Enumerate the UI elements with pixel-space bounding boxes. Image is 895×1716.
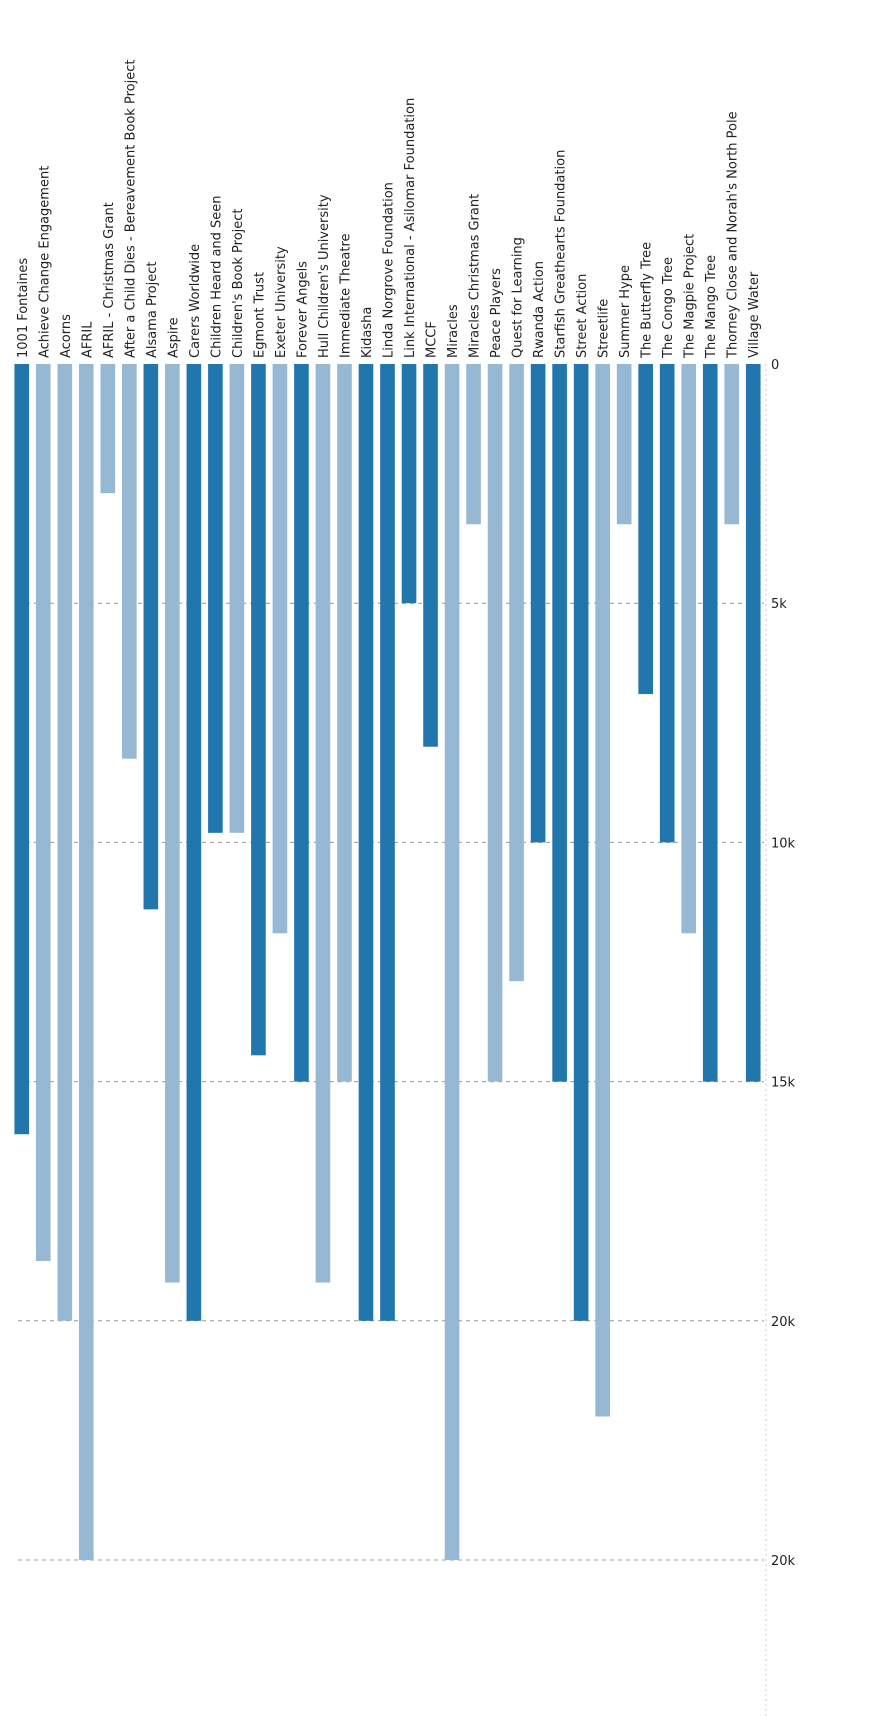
bar — [380, 364, 395, 1321]
x-tick-label: Children's Book Project — [231, 208, 246, 358]
x-tick-label: Linda Norgrove Foundation — [382, 182, 397, 358]
bar — [14, 364, 30, 1135]
x-tick-label: Rwanda Action — [532, 261, 547, 358]
x-tick-label: The Congo Tree — [661, 257, 676, 359]
bar — [143, 364, 159, 910]
y-tick-label: 5k — [771, 597, 787, 612]
x-tick-label: Hull Children's University — [317, 194, 332, 358]
x-tick-label: Summer Hype — [618, 265, 633, 358]
x-tick-label: Quest for Learning — [511, 237, 526, 358]
bar — [315, 364, 331, 1283]
x-tick-label: MCCF — [425, 321, 440, 358]
bar — [423, 364, 438, 747]
x-tick-label: AFRIL — [80, 321, 95, 358]
bar — [573, 364, 589, 1321]
y-tick-label: 20k — [771, 1554, 796, 1569]
bar — [35, 364, 51, 1261]
bar — [100, 364, 116, 494]
x-tick-label: Children Heard and Seen — [209, 195, 224, 358]
bar — [251, 364, 266, 1056]
x-tick-label: Streetlife — [597, 299, 612, 358]
bar — [487, 364, 503, 1082]
x-tick-label: AFRIL - Christmas Grant — [102, 202, 117, 358]
x-tick-label: Street Action — [575, 274, 590, 358]
x-tick-label: Exeter University — [274, 246, 289, 358]
bar — [337, 364, 352, 1082]
bar — [595, 364, 610, 1417]
x-tick-label: Carers Worldwide — [188, 244, 203, 358]
x-tick-label: Egmont Trust — [252, 272, 267, 358]
bar — [638, 364, 653, 695]
x-tick-label: Miracles — [446, 304, 461, 358]
y-tick-label: 10k — [771, 836, 796, 851]
x-tick-label: After a Child Dies - Bereavement Book Pr… — [123, 60, 138, 358]
bar — [509, 364, 524, 982]
y-tick-label: 0 — [771, 358, 779, 373]
x-tick-label: The Mango Tree — [704, 255, 719, 359]
bar — [724, 364, 740, 525]
x-tick-label: 1001 Fontaines — [16, 258, 31, 358]
bar — [165, 364, 180, 1283]
x-tick-label: The Magpie Project — [683, 234, 698, 359]
x-tick-label: Kidasha — [360, 307, 375, 358]
x-tick-label: The Butterfly Tree — [640, 242, 655, 359]
x-tick-label: Thorney Close and Norah's North Pole — [726, 111, 741, 359]
bar — [186, 364, 202, 1321]
x-tick-label: Acorns — [59, 314, 74, 358]
x-tick-label: Peace Players — [489, 268, 504, 358]
bar — [530, 364, 546, 843]
bar — [294, 364, 309, 1082]
bar — [78, 364, 94, 1560]
bar — [745, 364, 761, 1082]
x-tick-label: Forever Angels — [295, 261, 310, 358]
bar — [702, 364, 718, 1082]
bar — [272, 364, 288, 934]
x-tick-label: Achieve Change Engagement — [37, 166, 52, 358]
bar — [229, 364, 245, 833]
x-tick-label: Miracles Christmas Grant — [468, 194, 483, 358]
bar — [57, 364, 73, 1321]
bar — [208, 364, 223, 833]
x-tick-label: Immediate Theatre — [338, 233, 353, 358]
bar — [444, 364, 460, 1560]
x-tick-label: Alsama Project — [145, 262, 160, 358]
bar — [616, 364, 632, 525]
bar — [681, 364, 697, 934]
bar — [122, 364, 137, 759]
bar — [659, 364, 675, 843]
y-tick-label: 20k — [771, 1315, 796, 1330]
x-tick-label: Starfish Greathearts Foundation — [554, 150, 569, 358]
bar — [552, 364, 567, 1082]
x-tick-label: Link International - Asilomar Foundation — [403, 98, 418, 358]
bar — [466, 364, 481, 525]
x-tick-label: Aspire — [166, 317, 181, 358]
bar — [401, 364, 417, 604]
bar — [358, 364, 374, 1321]
y-tick-label: 15k — [771, 1076, 796, 1091]
x-tick-label: Village Water — [747, 271, 762, 358]
